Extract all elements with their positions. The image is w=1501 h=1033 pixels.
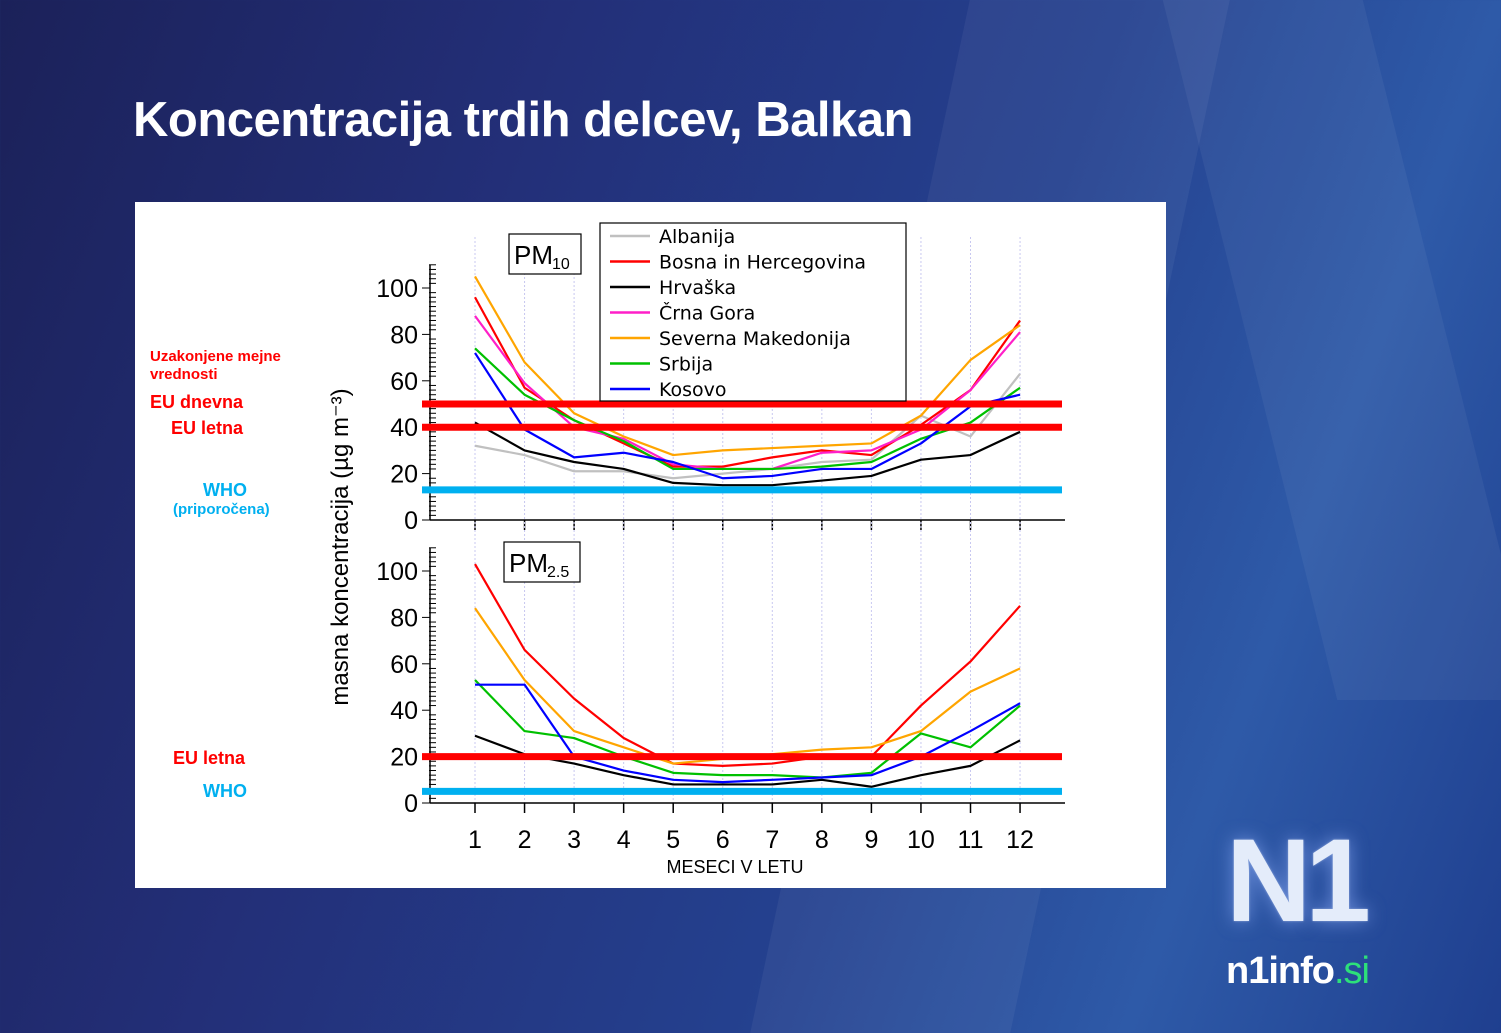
y-tick-label: 20 [390, 744, 418, 772]
logo-domain: n1info.si [1226, 950, 1370, 993]
x-tick-label: 10 [907, 826, 935, 854]
y-tick-label: 80 [390, 321, 418, 349]
y-tick-label: 60 [390, 651, 418, 679]
y-axis-label: masna koncentracija (µg m⁻³) [327, 388, 354, 705]
panel-title-box [508, 233, 582, 275]
y-tick-label: 20 [390, 461, 418, 489]
y-tick-label: 40 [390, 414, 418, 442]
eu-daily-label: EU dnevna [150, 392, 244, 412]
legend-label: Kosovo [659, 379, 727, 401]
who-pm25-label: WHO [203, 781, 247, 801]
logo-domain-name: n1info [1226, 950, 1335, 992]
x-tick-label: 5 [666, 826, 680, 854]
x-axis-label: MESECI V LETU [666, 857, 803, 877]
y-tick-label: 60 [390, 368, 418, 396]
x-tick-label: 11 [958, 826, 984, 854]
legend-label: Hrvaška [659, 277, 736, 299]
who-label: WHO [203, 480, 247, 500]
panel-title-sub: 10 [552, 256, 570, 273]
legal-limits-line1: Uzakonjene mejne [150, 348, 281, 365]
legend-label: Albanija [659, 226, 735, 248]
n1-logo: N1 n1info.si [1222, 822, 1412, 992]
series-line [474, 352, 1021, 480]
series-line [474, 421, 1021, 487]
y-tick-label: 100 [376, 558, 418, 586]
x-tick-label: 9 [864, 826, 878, 854]
y-tick-label: 100 [376, 275, 418, 303]
legend-label: Severna Makedonija [659, 328, 851, 350]
legal-limits-line2: vrednosti [150, 366, 218, 383]
legend-box [599, 222, 907, 402]
logo-mark: N1 [1226, 815, 1371, 947]
x-tick-label: 7 [765, 826, 779, 854]
legend-label: Srbija [659, 354, 713, 376]
y-tick-label: 0 [404, 790, 418, 818]
panel-title: PM [514, 240, 553, 270]
legend-label: Bosna in Hercegovina [659, 252, 866, 274]
x-tick-label: 2 [518, 826, 532, 854]
eu-annual-label: EU letna [171, 418, 244, 438]
chart-panel: 0 20 40 60 80 100 PM 10 0 20 40 60 80 100 PM 2.5 1 2 3 4 5 6 7… [135, 202, 1166, 888]
series-line [475, 683, 1021, 784]
background-shape [1162, 0, 1501, 700]
panel-title: PM [509, 548, 548, 578]
x-tick-label: 1 [468, 826, 482, 854]
panel-title-box [503, 541, 581, 583]
series-line [474, 679, 1021, 779]
y-tick-label: 40 [390, 697, 418, 725]
series-line [474, 607, 1021, 765]
eu-annual-pm25-label: EU letna [173, 748, 246, 768]
x-tick-label: 8 [815, 826, 829, 854]
page-title: Koncentracija trdih delcev, Balkan [133, 93, 913, 147]
series-line [474, 734, 1021, 788]
who-recommended-label: (priporočena) [173, 501, 270, 518]
legend-label: Črna Gora [659, 301, 755, 325]
y-tick-label: 80 [390, 604, 418, 632]
x-tick-label: 12 [1006, 826, 1034, 854]
series-line [474, 563, 1021, 767]
panel-title-sub: 2.5 [547, 564, 569, 581]
logo-tld: .si [1333, 950, 1370, 992]
x-tick-label: 3 [567, 826, 581, 854]
y-tick-label: 0 [404, 507, 418, 535]
legal-limits-label: Uzakonjene mejne vrednosti [150, 348, 281, 384]
x-tick-label: 4 [617, 826, 631, 854]
x-tick-label: 6 [716, 826, 730, 854]
